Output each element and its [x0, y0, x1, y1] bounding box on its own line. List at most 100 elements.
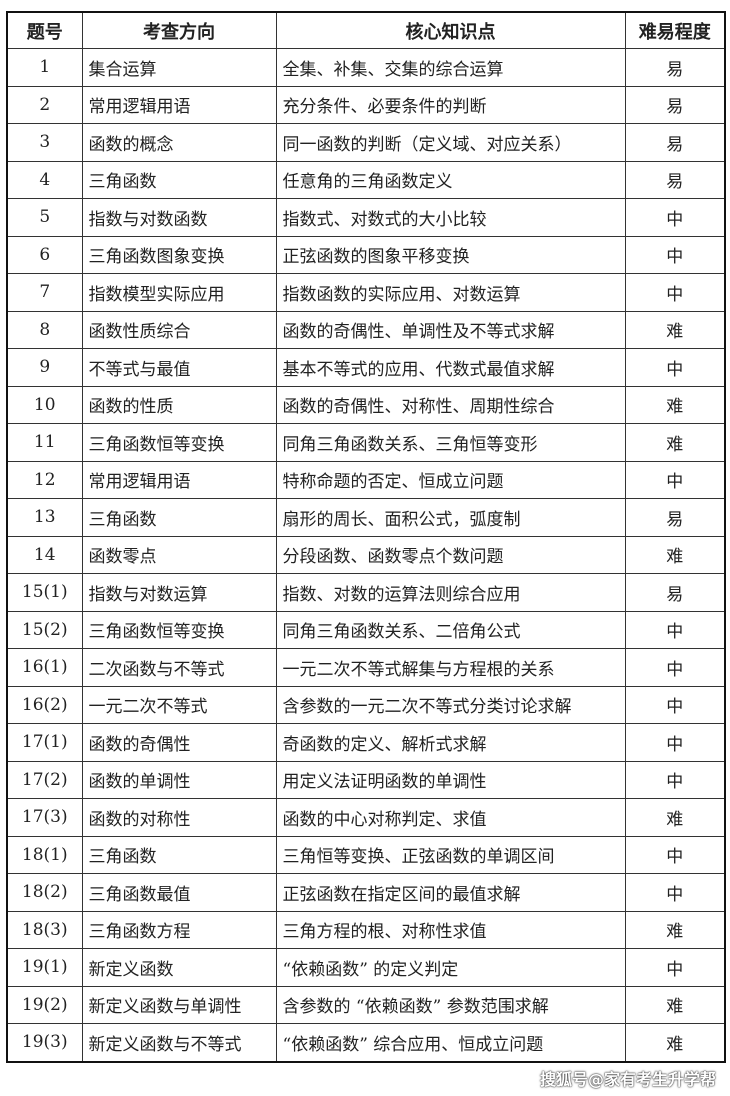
knowledge-point-cell: 指数函数的实际应用、对数运算 — [275, 273, 626, 312]
difficulty-cell: 中 — [624, 610, 726, 649]
knowledge-point-cell: 三角方程的根、对称性求值 — [275, 910, 626, 949]
difficulty-cell: 易 — [624, 48, 726, 87]
topic-cell: 函数的概念 — [81, 123, 277, 162]
topic-cell: 不等式与最值 — [81, 348, 277, 387]
difficulty-cell: 难 — [624, 385, 726, 424]
difficulty-cell: 中 — [624, 835, 726, 874]
table-row: 18(3) 三角函数方程 三角方程的根、对称性求值难 — [6, 910, 726, 949]
table-row: 4 三角函数 任意角的三角函数定义易 — [6, 160, 726, 199]
question-number-cell: 17(1) — [6, 723, 83, 762]
topic-cell: 一元二次不等式 — [81, 685, 277, 724]
topic-cell: 三角函数方程 — [81, 910, 277, 949]
topic-cell: 集合运算 — [81, 48, 277, 87]
question-number-cell: 2 — [6, 85, 83, 124]
question-number-cell: 18(1) — [6, 835, 83, 874]
topic-cell: 函数的奇偶性 — [81, 723, 277, 762]
table-row: 19(3) 新定义函数与不等式 “依赖函数” 综合应用、恒成立问题难 — [6, 1023, 726, 1062]
table-row: 12 常用逻辑用语 特称命题的否定、恒成立问题中 — [6, 460, 726, 499]
difficulty-cell: 中 — [624, 723, 726, 762]
table-row: 10 函数的性质 函数的奇偶性、对称性、周期性综合难 — [6, 385, 726, 424]
topic-cell: 新定义函数与单调性 — [81, 985, 277, 1024]
table-row: 18(2) 三角函数最值 正弦函数在指定区间的最值求解中 — [6, 873, 726, 912]
difficulty-cell: 中 — [624, 235, 726, 274]
question-number-cell: 16(1) — [6, 648, 83, 687]
difficulty-cell: 难 — [624, 798, 726, 837]
table-row: 6 三角函数图象变换 正弦函数的图象平移变换中 — [6, 235, 726, 274]
topic-cell: 函数的对称性 — [81, 798, 277, 837]
knowledge-point-cell: 分段函数、函数零点个数问题 — [275, 535, 626, 574]
topic-cell: 三角函数 — [81, 835, 277, 874]
topic-cell: 新定义函数与不等式 — [81, 1023, 277, 1062]
knowledge-point-cell: “依赖函数” 的定义判定 — [275, 948, 626, 987]
column-header: 核心知识点 — [275, 11, 626, 49]
difficulty-cell: 中 — [624, 685, 726, 724]
knowledge-point-cell: 一元二次不等式解集与方程根的关系 — [275, 648, 626, 687]
column-header: 考查方向 — [81, 11, 277, 49]
topic-cell: 三角函数恒等变换 — [81, 423, 277, 462]
difficulty-cell: 难 — [624, 985, 726, 1024]
difficulty-cell: 难 — [624, 1023, 726, 1062]
watermark: 搜狐号@家有考生升学帮 — [539, 1070, 716, 1089]
difficulty-cell: 中 — [624, 648, 726, 687]
knowledge-point-cell: 含参数的 “依赖函数” 参数范围求解 — [275, 985, 626, 1024]
table-row: 17(2) 函数的单调性 用定义法证明函数的单调性中 — [6, 760, 726, 799]
topic-cell: 函数零点 — [81, 535, 277, 574]
table-row: 17(3) 函数的对称性 函数的中心对称判定、求值难 — [6, 798, 726, 837]
table-row: 2 常用逻辑用语 充分条件、必要条件的判断易 — [6, 85, 726, 124]
exam-analysis-table: 题号 考查方向 核心知识点 难易程度 1 集合运算 全集、补集、交集的综合运算易 2 常用逻辑… — [6, 11, 726, 1063]
knowledge-point-cell: 函数的奇偶性、对称性、周期性综合 — [275, 385, 626, 424]
knowledge-point-cell: 奇函数的定义、解析式求解 — [275, 723, 626, 762]
knowledge-point-cell: 三角恒等变换、正弦函数的单调区间 — [275, 835, 626, 874]
difficulty-cell: 中 — [624, 273, 726, 312]
knowledge-point-cell: 同角三角函数关系、二倍角公式 — [275, 610, 626, 649]
column-header: 题号 — [6, 11, 83, 49]
topic-cell: 函数性质综合 — [81, 310, 277, 349]
question-number-cell: 15(2) — [6, 610, 83, 649]
topic-cell: 三角函数最值 — [81, 873, 277, 912]
knowledge-point-cell: 充分条件、必要条件的判断 — [275, 85, 626, 124]
difficulty-cell: 易 — [624, 498, 726, 537]
difficulty-cell: 中 — [624, 198, 726, 237]
difficulty-cell: 中 — [624, 348, 726, 387]
topic-cell: 三角函数恒等变换 — [81, 610, 277, 649]
topic-cell: 指数与对数运算 — [81, 573, 277, 612]
difficulty-cell: 易 — [624, 573, 726, 612]
question-number-cell: 13 — [6, 498, 83, 537]
topic-cell: 三角函数 — [81, 160, 277, 199]
difficulty-cell: 易 — [624, 85, 726, 124]
table-row: 17(1) 函数的奇偶性 奇函数的定义、解析式求解中 — [6, 723, 726, 762]
knowledge-point-cell: 基本不等式的应用、代数式最值求解 — [275, 348, 626, 387]
table-row: 19(2) 新定义函数与单调性 含参数的 “依赖函数” 参数范围求解难 — [6, 985, 726, 1024]
question-number-cell: 17(3) — [6, 798, 83, 837]
question-number-cell: 1 — [6, 48, 83, 87]
difficulty-cell: 难 — [624, 910, 726, 949]
difficulty-cell: 中 — [624, 760, 726, 799]
topic-cell: 三角函数 — [81, 498, 277, 537]
question-number-cell: 7 — [6, 273, 83, 312]
knowledge-point-cell: 正弦函数的图象平移变换 — [275, 235, 626, 274]
table-row: 19(1) 新定义函数 “依赖函数” 的定义判定中 — [6, 948, 726, 987]
question-number-cell: 18(2) — [6, 873, 83, 912]
knowledge-point-cell: 正弦函数在指定区间的最值求解 — [275, 873, 626, 912]
knowledge-point-cell: 函数的中心对称判定、求值 — [275, 798, 626, 837]
difficulty-cell: 中 — [624, 460, 726, 499]
difficulty-cell: 易 — [624, 123, 726, 162]
knowledge-point-cell: 扇形的周长、面积公式，弧度制 — [275, 498, 626, 537]
table-row: 5 指数与对数函数 指数式、对数式的大小比较中 — [6, 198, 726, 237]
table-row: 15(1) 指数与对数运算 指数、对数的运算法则综合应用易 — [6, 573, 726, 612]
question-number-cell: 17(2) — [6, 760, 83, 799]
knowledge-point-cell: 指数、对数的运算法则综合应用 — [275, 573, 626, 612]
table-row: 16(1) 二次函数与不等式 一元二次不等式解集与方程根的关系中 — [6, 648, 726, 687]
table-row: 15(2) 三角函数恒等变换 同角三角函数关系、二倍角公式中 — [6, 610, 726, 649]
question-number-cell: 18(3) — [6, 910, 83, 949]
difficulty-cell: 中 — [624, 948, 726, 987]
topic-cell: 二次函数与不等式 — [81, 648, 277, 687]
knowledge-point-cell: 任意角的三角函数定义 — [275, 160, 626, 199]
knowledge-point-cell: 用定义法证明函数的单调性 — [275, 760, 626, 799]
table-row: 13 三角函数 扇形的周长、面积公式，弧度制易 — [6, 498, 726, 537]
question-number-cell: 19(3) — [6, 1023, 83, 1062]
question-number-cell: 9 — [6, 348, 83, 387]
question-number-cell: 19(1) — [6, 948, 83, 987]
knowledge-point-cell: “依赖函数” 综合应用、恒成立问题 — [275, 1023, 626, 1062]
table-row: 9 不等式与最值 基本不等式的应用、代数式最值求解中 — [6, 348, 726, 387]
